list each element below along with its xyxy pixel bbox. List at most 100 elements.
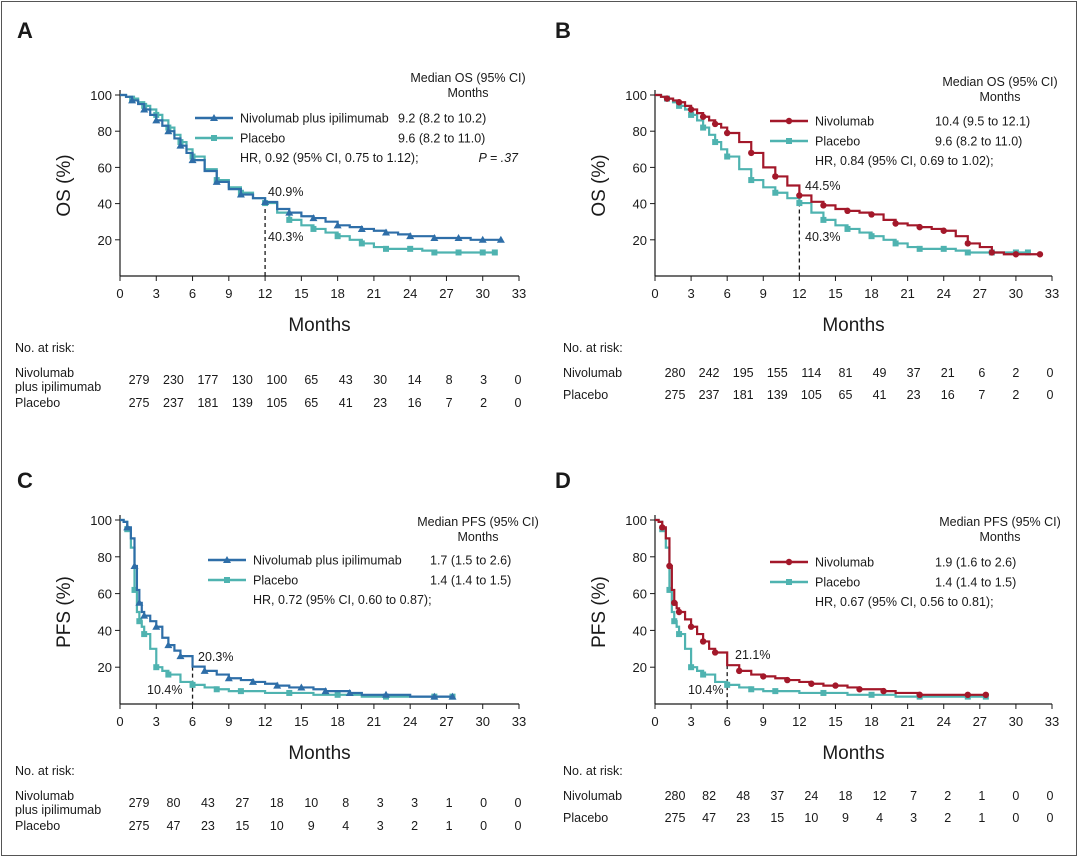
censor-mark [297, 683, 306, 691]
censor-mark [844, 225, 851, 232]
x-tick-label: 18 [330, 714, 344, 729]
risk-count: 80 [167, 796, 181, 810]
censor-mark [832, 682, 839, 689]
censor-mark [772, 173, 779, 180]
risk-count: 0 [480, 819, 487, 833]
x-tick-label: 18 [330, 286, 344, 301]
censor-mark [448, 692, 457, 700]
censor-mark [844, 207, 851, 215]
censor-mark [671, 599, 678, 606]
censor-mark [688, 664, 695, 671]
x-tick-label: 0 [116, 286, 123, 301]
x-tick-label: 24 [936, 286, 950, 301]
censor-mark [1012, 251, 1020, 258]
legend-median: 1.4 (1.4 to 1.5) [935, 576, 1016, 590]
legend-series-name: Placebo [815, 135, 860, 149]
risk-count: 16 [408, 396, 422, 410]
y-tick-label: 20 [98, 233, 112, 248]
censor-mark [491, 249, 498, 256]
series-nivolumab [655, 93, 1044, 258]
x-tick-label: 21 [367, 714, 381, 729]
risk-count: 2 [1012, 366, 1019, 380]
y-axis-label: OS (%) [589, 154, 610, 216]
legend-marker [785, 117, 793, 125]
risk-count: 43 [201, 796, 215, 810]
censor-mark [136, 618, 143, 625]
x-tick-label: 30 [1009, 714, 1023, 729]
risk-count: 7 [910, 789, 917, 803]
censor-mark [358, 240, 365, 247]
x-tick-label: 15 [294, 286, 308, 301]
censor-mark [321, 687, 330, 695]
risk-count: 43 [339, 373, 353, 387]
censor-mark [164, 641, 173, 649]
risk-count: 23 [373, 396, 387, 410]
y-tick-label: 20 [633, 233, 647, 248]
x-tick-label: 3 [153, 714, 160, 729]
censor-mark [666, 586, 673, 593]
censor-mark [478, 235, 487, 243]
risk-count: 15 [770, 811, 784, 825]
x-tick-label: 27 [439, 286, 453, 301]
panel-d: D0 3 6 9 12 15 18 21 24 27 30 3320406080100MonthsPF… [555, 468, 1061, 825]
censor-mark [808, 680, 815, 687]
censor-mark [345, 688, 354, 696]
x-tick-label: 12 [792, 286, 806, 301]
risk-count: 18 [270, 796, 284, 810]
censor-mark [663, 95, 671, 102]
censor-mark [285, 208, 294, 216]
x-tick-label: 21 [900, 714, 914, 729]
censor-mark [868, 233, 875, 240]
legend-subtitle: Months [980, 530, 1021, 544]
risk-count: 130 [232, 373, 253, 387]
risk-count: 2 [944, 789, 951, 803]
risk-row-label-line2: plus ipilimumab [15, 380, 101, 394]
risk-count: 4 [342, 819, 349, 833]
censor-mark [261, 197, 270, 205]
risk-count: 230 [163, 373, 184, 387]
censor-mark [152, 116, 161, 124]
x-tick-label: 24 [403, 714, 417, 729]
x-tick-label: 9 [760, 286, 767, 301]
risk-table-title: No. at risk: [15, 764, 75, 778]
censor-mark [916, 245, 923, 252]
censor-mark [430, 233, 439, 241]
risk-count: 10 [804, 811, 818, 825]
risk-count: 155 [767, 366, 788, 380]
risk-table-title: No. at risk: [15, 341, 75, 355]
censor-mark [940, 245, 947, 252]
x-axis-label: Months [822, 315, 884, 336]
risk-count: 21 [941, 366, 955, 380]
hazard-ratio-text: HR, 0.92 (95% CI, 0.75 to 1.12); [240, 151, 419, 165]
risk-count: 105 [266, 396, 287, 410]
risk-count: 1 [446, 796, 453, 810]
risk-count: 242 [699, 366, 720, 380]
risk-count: 3 [480, 373, 487, 387]
risk-count: 23 [736, 811, 750, 825]
risk-count: 9 [308, 819, 315, 833]
legend-marker [211, 135, 217, 141]
censor-mark [711, 120, 719, 128]
risk-count: 195 [733, 366, 754, 380]
km-curve [120, 518, 453, 698]
risk-count: 12 [873, 789, 887, 803]
y-tick-label: 60 [98, 587, 112, 602]
censor-mark [712, 139, 719, 146]
censor-mark [700, 124, 707, 131]
censor-mark [982, 691, 990, 698]
censor-mark [310, 225, 317, 232]
x-tick-label: 0 [651, 286, 658, 301]
panel-label: A [17, 18, 33, 43]
risk-count: 27 [235, 796, 249, 810]
legend-title: Median OS (95% CI) [942, 75, 1057, 89]
censor-mark [141, 631, 148, 638]
x-tick-label: 30 [475, 286, 489, 301]
legend-title: Median PFS (95% CI) [417, 515, 539, 529]
risk-count: 1 [446, 819, 453, 833]
y-tick-label: 100 [625, 513, 647, 528]
risk-count: 10 [304, 796, 318, 810]
censor-mark [430, 692, 439, 700]
legend-median: 1.9 (1.6 to 2.6) [935, 556, 1016, 570]
censor-mark [724, 681, 731, 688]
risk-table-title: No. at risk: [563, 764, 623, 778]
